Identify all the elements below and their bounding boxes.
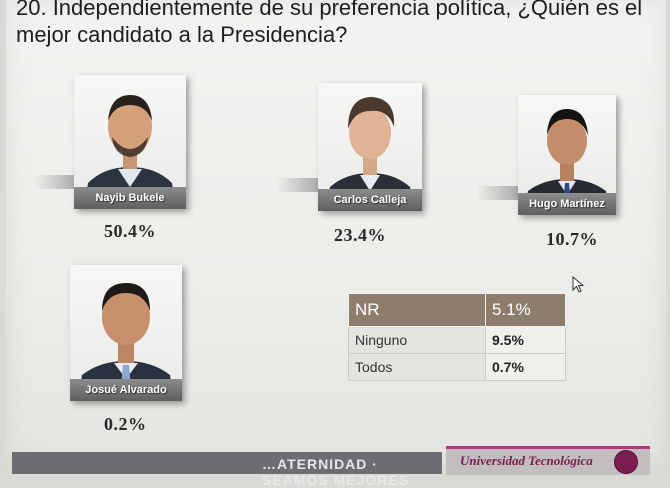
footer-slogan-bar: …ATERNIDAD · SEAMOS MEJORES bbox=[12, 452, 442, 488]
candidate-photo bbox=[74, 75, 186, 209]
nr-header-label: NR bbox=[348, 293, 486, 327]
nr-row-value: 0.7% bbox=[485, 353, 566, 381]
brand-name: Universidad Tecnológica bbox=[460, 453, 593, 468]
card-shadow bbox=[476, 186, 526, 200]
nr-table-header-row: NR 5.1% bbox=[348, 293, 566, 327]
mouse-cursor-icon bbox=[572, 276, 585, 293]
candidate-percent: 23.4% bbox=[334, 225, 386, 245]
nr-table: NR 5.1% Ninguno 9.5% Todos 0.7% bbox=[348, 293, 566, 381]
footer-brand: Universidad Tecnológica bbox=[446, 446, 650, 475]
table-row: Ninguno 9.5% bbox=[348, 326, 566, 354]
question-title: 20. Independientemente de su preferencia… bbox=[16, 0, 643, 47]
candidate-card-martinez: Hugo Martínez bbox=[518, 95, 616, 215]
candidate-percent: 50.4% bbox=[104, 221, 156, 241]
survey-slide: 20. Independientemente de su preferencia… bbox=[6, 0, 666, 470]
candidate-name: Hugo Martínez bbox=[518, 193, 616, 215]
candidate-percent: 0.2% bbox=[104, 414, 147, 434]
university-seal-icon bbox=[614, 450, 638, 474]
candidate-card-alvarado: Josué Alvarado bbox=[70, 265, 182, 401]
candidate-name: Nayib Bukele bbox=[74, 187, 186, 209]
nr-row-label: Ninguno bbox=[348, 326, 486, 354]
candidate-percent: 10.7% bbox=[546, 229, 598, 249]
nr-row-value: 9.5% bbox=[485, 326, 566, 354]
nr-row-label: Todos bbox=[348, 353, 486, 381]
nr-header-value: 5.1% bbox=[485, 293, 566, 327]
candidate-card-calleja: Carlos Calleja bbox=[318, 83, 422, 211]
footer-slogan: …ATERNIDAD · SEAMOS MEJORES bbox=[262, 456, 410, 488]
card-shadow bbox=[276, 178, 326, 192]
table-row: Todos 0.7% bbox=[348, 353, 566, 381]
candidate-name: Josué Alvarado bbox=[70, 379, 182, 401]
candidate-name: Carlos Calleja bbox=[318, 189, 422, 211]
card-shadow bbox=[34, 175, 84, 189]
candidate-card-bukele: Nayib Bukele bbox=[74, 75, 186, 209]
